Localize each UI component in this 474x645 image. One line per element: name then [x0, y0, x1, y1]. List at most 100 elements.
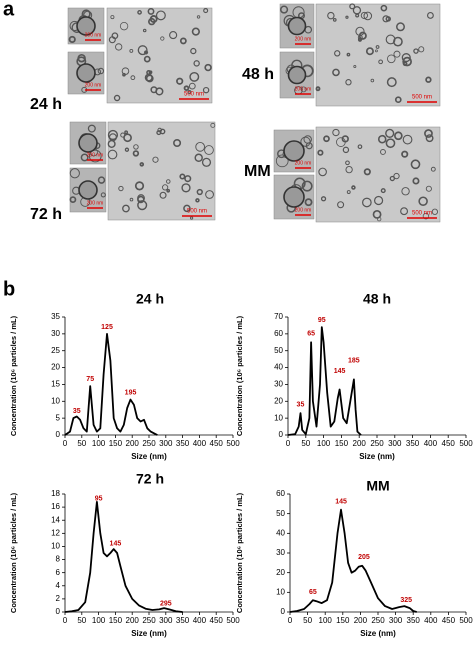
group-label: 72 h — [30, 206, 62, 223]
x-tick-label: 100 — [319, 616, 333, 625]
vesicle — [279, 5, 289, 14]
vesicle — [195, 198, 200, 203]
micrograph — [107, 121, 216, 221]
y-tick-label: 30 — [276, 548, 285, 557]
vesicle — [378, 59, 383, 65]
vesicle — [166, 188, 171, 193]
x-tick-label: 250 — [142, 439, 156, 448]
x-tick-label: 500 — [226, 439, 240, 448]
peak-label: 145 — [334, 368, 346, 375]
x-tick-label: 150 — [336, 616, 350, 625]
x-tick-label: 450 — [210, 439, 224, 448]
vesicle — [142, 28, 147, 33]
x-tick-label: 150 — [109, 616, 123, 625]
vesicle — [133, 144, 139, 150]
vesicle — [412, 177, 420, 185]
vesicle — [113, 94, 121, 102]
y-tick-label: 60 — [276, 489, 285, 498]
x-tick-label: 0 — [63, 439, 68, 448]
data-line — [64, 333, 158, 436]
peak-label: 185 — [348, 358, 360, 365]
vesicle — [193, 60, 200, 67]
peak-label: 145 — [335, 499, 347, 506]
vesicle — [275, 154, 289, 168]
x-tick-label: 200 — [126, 439, 140, 448]
vesicle — [190, 47, 197, 55]
x-tick-label: 50 — [77, 439, 86, 448]
vesicle — [160, 36, 165, 41]
vesicle — [110, 15, 115, 20]
y-tick-label: 0 — [279, 430, 284, 439]
vesicle — [130, 75, 136, 81]
y-tick-label: 60 — [274, 329, 283, 338]
vesicle — [370, 78, 375, 83]
vesicle — [315, 86, 321, 92]
x-tick-label: 150 — [109, 439, 123, 448]
vesicle — [287, 16, 307, 36]
vesicle — [303, 135, 312, 144]
panel-label: b — [3, 278, 15, 300]
peak-label: 195 — [125, 390, 137, 397]
vesicle — [425, 134, 434, 143]
vesicle — [320, 196, 327, 202]
x-tick-label: 100 — [92, 439, 106, 448]
scale-label: 500 nm — [412, 95, 432, 101]
x-axis-label: Size (nm) — [131, 629, 167, 638]
x-tick-label: 50 — [77, 616, 86, 625]
vesicle — [181, 183, 191, 193]
vesicle — [124, 147, 130, 152]
y-axis-label: Concentration (10⁶ particles / mL) — [9, 492, 18, 613]
scale-label: 500 nm — [412, 211, 432, 217]
panel-label: a — [3, 0, 15, 20]
x-tick-label: 450 — [210, 616, 224, 625]
micrograph — [315, 126, 441, 223]
vesicle — [157, 127, 163, 133]
y-axis-label: Concentration (10⁶ particles / mL) — [235, 315, 244, 436]
vesicle — [191, 27, 200, 36]
vesicle — [137, 45, 148, 56]
x-tick-label: 400 — [193, 439, 207, 448]
micrograph — [106, 7, 213, 104]
vesicle — [389, 175, 395, 182]
vesicle — [375, 49, 378, 53]
vesicle — [349, 3, 356, 10]
vesicle — [401, 187, 410, 196]
vesicle — [143, 50, 149, 55]
vesicle — [150, 86, 158, 94]
vesicle — [318, 167, 327, 177]
y-tick-label: 40 — [276, 528, 285, 537]
vesicle — [402, 56, 412, 67]
scale-label: 200 nm — [85, 82, 102, 88]
y-tick-label: 0 — [56, 430, 61, 439]
y-tick-label: 30 — [274, 380, 283, 389]
vesicle — [425, 185, 432, 192]
scale-label: 500 nm — [184, 92, 204, 98]
vesicle — [422, 212, 430, 220]
x-tick-label: 250 — [142, 616, 156, 625]
vesicle — [124, 130, 129, 135]
vesicle — [120, 132, 126, 138]
x-tick-label: 500 — [459, 616, 473, 625]
y-tick-label: 25 — [51, 346, 60, 355]
vesicle — [134, 181, 145, 191]
vesicle — [362, 197, 372, 208]
group-label: MM — [244, 163, 271, 180]
y-tick-label: 16 — [51, 502, 60, 511]
vesicle — [204, 63, 212, 72]
vesicle — [376, 216, 382, 222]
scale-label: 200 nm — [85, 32, 102, 38]
x-tick-label: 300 — [388, 439, 402, 448]
vesicle — [195, 141, 206, 152]
vesicle — [132, 150, 140, 157]
x-tick-label: 150 — [335, 439, 349, 448]
vesicle — [430, 166, 436, 172]
vesicle — [205, 190, 214, 199]
vesicle — [410, 159, 421, 170]
vesicle — [203, 8, 209, 14]
vesicle — [77, 53, 86, 63]
vesicle — [69, 196, 77, 203]
vesicle — [426, 12, 434, 19]
chart-title: 72 h — [136, 471, 164, 487]
vesicle — [394, 96, 402, 104]
vesicle — [194, 153, 203, 163]
